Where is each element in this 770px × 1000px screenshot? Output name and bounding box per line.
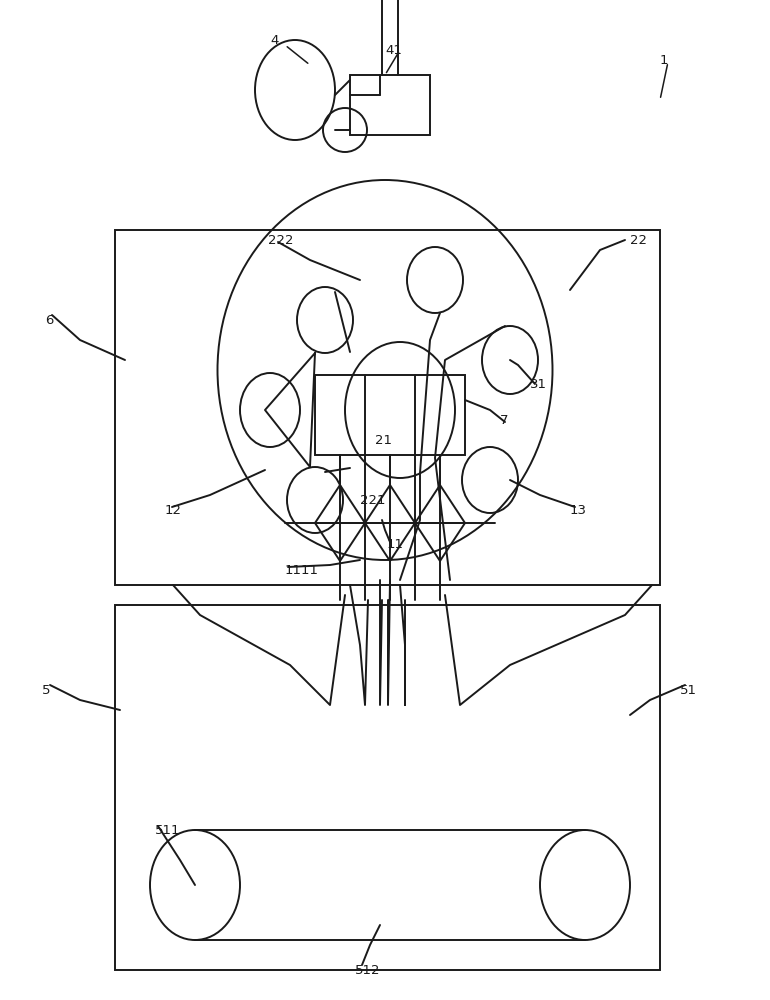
Text: 51: 51: [680, 684, 697, 696]
Text: 6: 6: [45, 314, 53, 326]
Text: 222: 222: [268, 233, 293, 246]
Text: 11: 11: [387, 538, 404, 552]
Text: 22: 22: [630, 233, 647, 246]
Text: 13: 13: [570, 504, 587, 516]
Text: 21: 21: [375, 434, 392, 446]
Bar: [115, 605, 660, 970]
Text: 1: 1: [660, 53, 668, 66]
Text: 221: 221: [360, 493, 386, 506]
Text: 41: 41: [385, 43, 402, 56]
Text: 1111: 1111: [285, 564, 319, 576]
Text: 31: 31: [530, 378, 547, 391]
Text: 7: 7: [500, 414, 508, 426]
Text: 5: 5: [42, 684, 51, 696]
Text: 511: 511: [155, 824, 180, 836]
Text: 12: 12: [165, 504, 182, 516]
Bar: [350, 75, 430, 135]
Text: 4: 4: [270, 33, 279, 46]
Bar: [315, 375, 465, 455]
Text: 512: 512: [355, 964, 380, 976]
Bar: [115, 230, 660, 585]
